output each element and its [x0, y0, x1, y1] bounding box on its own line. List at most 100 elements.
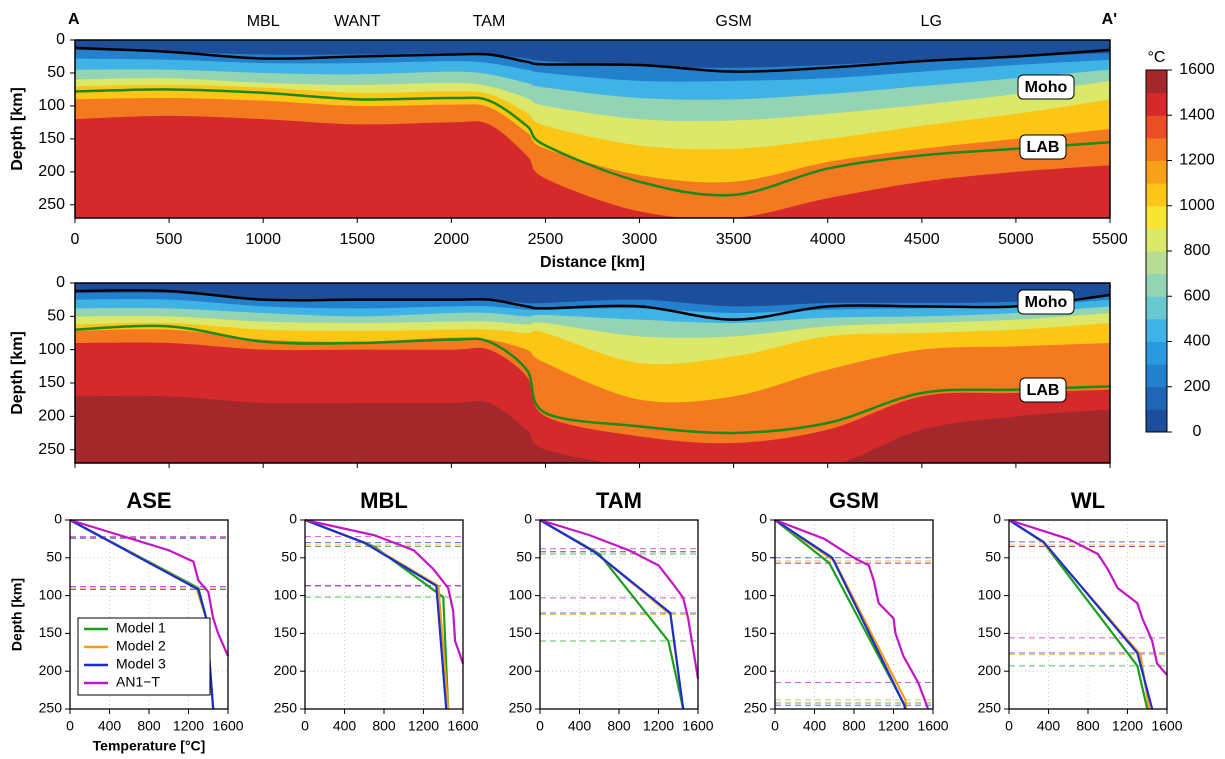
y-tick-label: 50 [751, 549, 767, 565]
profile-title: MBL [360, 488, 408, 513]
x-tick-label: 800 [607, 718, 631, 734]
x-tick-label: 0 [71, 231, 80, 248]
temperature-profile [1008, 519, 1154, 710]
x-tick-label: 0 [66, 718, 74, 734]
lab-line [75, 88, 1110, 197]
colorbar-bin [1146, 183, 1167, 207]
frame [1008, 519, 1168, 710]
frame [74, 282, 1111, 464]
y-tick-label: 0 [289, 511, 297, 527]
colorbar-tick-label: 0 [1193, 423, 1202, 440]
lab-label-box [1019, 377, 1067, 403]
x-tick-label: 400 [803, 718, 827, 734]
frame [304, 519, 464, 710]
colorbar-tick-label: 400 [1184, 333, 1211, 350]
temperature-profile [539, 519, 685, 710]
y-tick-label: 100 [274, 586, 298, 602]
legend-label: Model 3 [116, 656, 166, 672]
y-tick-label: 250 [274, 700, 298, 716]
y-tick-label: 150 [978, 624, 1002, 640]
profile-title: WL [1071, 488, 1105, 513]
y-tick-label: 150 [38, 130, 65, 147]
x-tick-label: 1200 [408, 718, 439, 734]
x-tick-label: 0 [301, 718, 309, 734]
lab-label-box [1019, 134, 1067, 160]
colorbar-label: °C [1148, 49, 1166, 66]
x-axis-label: Distance [km] [540, 254, 645, 271]
location-label: TAM [473, 13, 506, 30]
x-tick-label: 0 [771, 718, 779, 734]
moho-label: Moho [1025, 79, 1068, 96]
y-tick-label: 250 [39, 700, 63, 716]
colorbar-bin [1146, 364, 1167, 388]
colorbar-bin [1146, 70, 1167, 94]
y-tick-label: 0 [524, 511, 532, 527]
colorbar-bin [1146, 115, 1167, 139]
x-tick-label: 400 [568, 718, 592, 734]
x-tick-label: 400 [333, 718, 357, 734]
x-tick-label: 4000 [810, 231, 846, 248]
y-tick-label: 250 [978, 700, 1002, 716]
temperature-band [75, 395, 1110, 463]
x-tick-label: 1200 [1112, 718, 1143, 734]
frame [69, 519, 229, 710]
y-tick-label: 200 [509, 662, 533, 678]
y-tick-label: 200 [978, 662, 1002, 678]
moho-label: Moho [1025, 294, 1068, 311]
section-plot [75, 40, 1110, 218]
x-tick-label: 1500 [339, 231, 375, 248]
colorbar-bin [1146, 409, 1167, 433]
profile-title: TAM [596, 488, 642, 513]
x-tick-label: 1600 [682, 718, 713, 734]
section-plot [75, 283, 1110, 463]
moho-line [75, 46, 1110, 73]
legend-label: Model 2 [116, 638, 166, 654]
x-tick-label: 2000 [434, 231, 470, 248]
x-tick-label: 500 [156, 231, 183, 248]
x-tick-label: 400 [1037, 718, 1061, 734]
x-tick-label: 1200 [173, 718, 204, 734]
profile-title: GSM [829, 488, 879, 513]
y-tick-label: 150 [509, 624, 533, 640]
temperature-profile [774, 518, 930, 710]
x-tick-label: 1600 [1151, 718, 1182, 734]
y-tick-label: 100 [38, 341, 65, 358]
colorbar-tick-label: 1200 [1179, 152, 1215, 169]
colorbar-bin [1146, 318, 1167, 342]
temperature-profile [774, 519, 907, 710]
temperature-profile [304, 518, 450, 710]
colorbar-bin [1146, 251, 1167, 275]
y-tick-label: 250 [38, 441, 65, 458]
y-tick-label: 0 [54, 511, 62, 527]
y-tick-label: 0 [759, 511, 767, 527]
colorbar-bin [1146, 273, 1167, 297]
y-tick-label: 200 [274, 662, 298, 678]
y-tick-label: 200 [38, 163, 65, 180]
y-tick-label: 0 [993, 511, 1001, 527]
colorbar-bin [1146, 160, 1167, 184]
y-tick-label: 0 [56, 31, 65, 48]
colorbar-tick-label: 1600 [1179, 61, 1215, 78]
legend-label: AN1−T [116, 674, 160, 690]
x-tick-label: 800 [842, 718, 866, 734]
y-tick-label: 100 [38, 97, 65, 114]
x-tick-label: 2500 [528, 231, 564, 248]
y-tick-label: 250 [509, 700, 533, 716]
temperature-profile [69, 518, 230, 657]
temperature-profile [1008, 519, 1151, 710]
y-tick-label: 150 [38, 374, 65, 391]
x-tick-label: 3000 [622, 231, 658, 248]
x-tick-label: 1000 [245, 231, 281, 248]
y-tick-label: 200 [744, 662, 768, 678]
x-tick-label: 3500 [716, 231, 752, 248]
lab-line [75, 324, 1110, 435]
colorbar-bin [1146, 228, 1167, 252]
x-axis-label: Temperature [°C] [93, 738, 206, 754]
frame [774, 519, 934, 710]
frame [74, 39, 1111, 219]
x-tick-label: 1200 [878, 718, 909, 734]
temperature-band [75, 115, 1110, 218]
temperature-profile [304, 518, 465, 665]
y-tick-label: 250 [38, 196, 65, 213]
